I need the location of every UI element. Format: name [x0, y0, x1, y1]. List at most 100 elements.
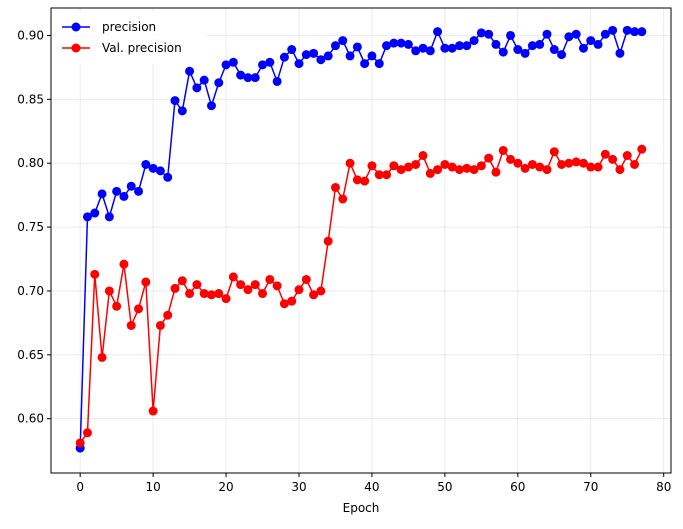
data-point [506, 154, 516, 164]
data-point [206, 101, 216, 111]
data-point [148, 163, 158, 173]
data-point [462, 163, 472, 173]
data-point [447, 162, 457, 172]
y-tick-label: 0.75 [17, 220, 44, 234]
data-point [309, 290, 319, 300]
data-point [155, 320, 165, 330]
data-point [513, 45, 523, 55]
plot-frame [50, 7, 672, 474]
y-tick-label: 0.80 [17, 156, 44, 170]
data-point [360, 59, 370, 69]
data-point [301, 50, 311, 60]
data-point [542, 29, 552, 39]
data-point [586, 36, 596, 46]
grid-lines [51, 8, 671, 473]
data-point [447, 43, 457, 53]
data-point [75, 438, 85, 448]
data-point [615, 165, 625, 175]
data-point [469, 165, 479, 175]
x-tick-label: 80 [656, 480, 671, 494]
series-val-precision [75, 144, 647, 448]
data-point [221, 60, 231, 70]
x-tick-label: 20 [218, 480, 233, 494]
data-point [484, 29, 494, 39]
data-point [571, 157, 581, 167]
data-point [374, 59, 384, 69]
data-point [119, 191, 129, 201]
data-point [389, 161, 399, 171]
series-precision [75, 25, 647, 453]
data-point [287, 296, 297, 306]
data-point [126, 181, 136, 191]
data-point [608, 25, 618, 35]
data-point [498, 47, 508, 57]
data-point [382, 41, 392, 51]
data-point [374, 170, 384, 180]
data-point [126, 320, 136, 330]
data-point [323, 236, 333, 246]
data-point [316, 286, 326, 296]
data-point [185, 289, 195, 299]
data-point [600, 29, 610, 39]
data-point [90, 208, 100, 218]
axes: 0 10 20 30 40 50 60 70 80 0.60 0.65 0.70 0.75 0.80 0.8… [17, 7, 672, 494]
data-point [630, 27, 640, 37]
data-point [520, 163, 530, 173]
data-point [155, 166, 165, 176]
data-point [403, 162, 413, 172]
data-point [535, 162, 545, 172]
data-point [411, 159, 421, 169]
data-point [403, 39, 413, 49]
data-point [549, 45, 559, 55]
data-point [112, 301, 122, 311]
data-point [564, 158, 574, 168]
data-point [476, 161, 486, 171]
data-point [294, 285, 304, 295]
data-point [440, 43, 450, 53]
data-point [411, 46, 421, 56]
data-point [221, 294, 231, 304]
x-tick-label: 10 [145, 480, 160, 494]
data-point [272, 281, 282, 291]
data-point [389, 38, 399, 48]
data-point [542, 165, 552, 175]
data-point [82, 212, 92, 222]
legend-swatch-precision-marker [71, 22, 81, 32]
x-tick-label: 60 [510, 480, 525, 494]
x-tick-label: 40 [364, 480, 379, 494]
data-point [535, 39, 545, 49]
data-point [469, 36, 479, 46]
data-point [593, 162, 603, 172]
data-point [352, 42, 362, 52]
data-point [287, 45, 297, 55]
data-point [360, 176, 370, 186]
data-point [433, 165, 443, 175]
data-point [134, 186, 144, 196]
data-point [454, 165, 464, 175]
data-point [571, 29, 581, 39]
x-tick-label: 50 [437, 480, 452, 494]
data-point [578, 158, 588, 168]
data-point [637, 27, 647, 37]
data-point [484, 153, 494, 163]
data-point [119, 259, 129, 269]
data-point [338, 36, 348, 46]
data-point [491, 39, 501, 49]
data-point [338, 194, 348, 204]
data-point [104, 286, 114, 296]
data-point [170, 283, 180, 293]
data-point [316, 55, 326, 65]
data-point [104, 212, 114, 222]
data-point [148, 406, 158, 416]
series-layer [75, 25, 647, 453]
data-point [82, 428, 92, 438]
data-point [637, 144, 647, 154]
data-point [382, 170, 392, 180]
data-point [97, 352, 107, 362]
data-point [345, 51, 355, 61]
data-point [491, 167, 501, 177]
data-point [367, 51, 377, 61]
data-point [345, 158, 355, 168]
x-tick-label: 70 [583, 480, 598, 494]
data-point [498, 145, 508, 155]
